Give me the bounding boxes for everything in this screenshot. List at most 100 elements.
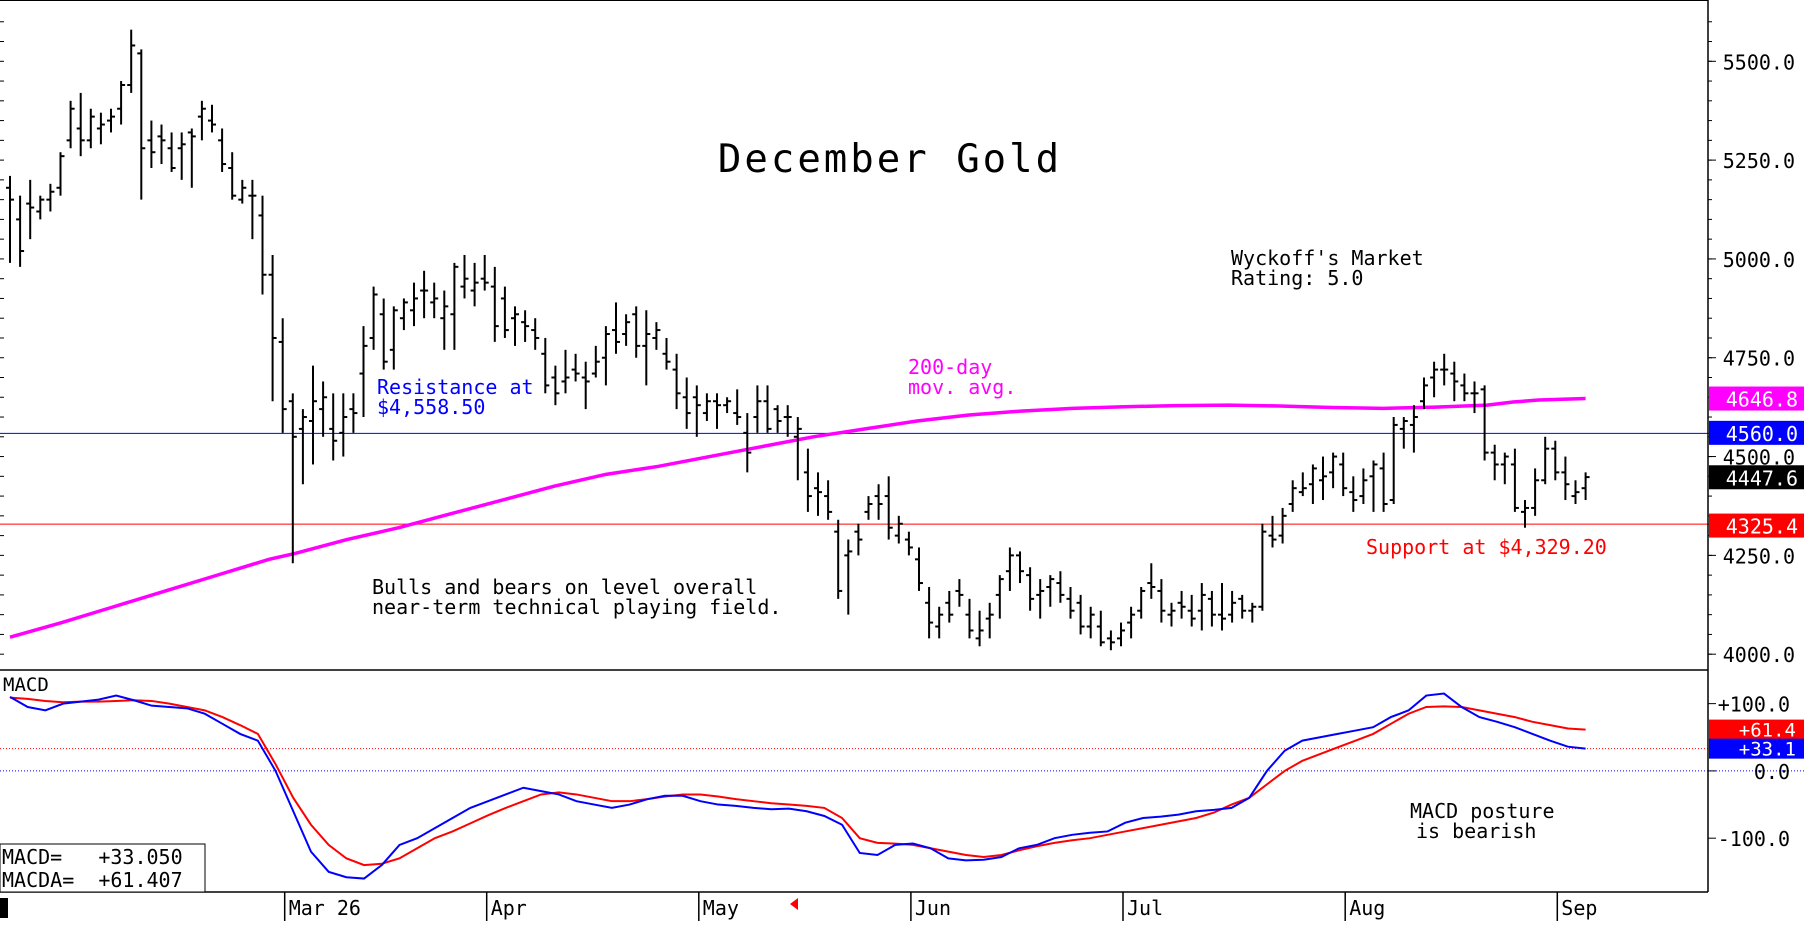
price-bar [1197, 583, 1206, 631]
price-tag-label: 4646.8 [1726, 388, 1798, 412]
price-bar [561, 349, 570, 394]
price-bar [1379, 452, 1388, 512]
price-bar [1066, 586, 1075, 619]
level-lines-layer [0, 432, 1804, 525]
price-bar [440, 290, 449, 350]
price-bar [329, 393, 338, 461]
commentary-line-2: near-term technical playing field. [372, 595, 781, 619]
price-bar [864, 496, 873, 520]
price-bar [1349, 476, 1358, 512]
price-bar [1581, 472, 1590, 501]
price-bar [1490, 444, 1499, 481]
price-bar [1541, 436, 1550, 485]
price-bar [1480, 385, 1489, 461]
y-tick-label: 4250.0 [1723, 544, 1795, 568]
price-bar [1470, 381, 1479, 414]
price-bar [399, 298, 408, 331]
price-bar [894, 515, 903, 544]
macd-y-tick-label: 0.0 [1754, 760, 1790, 784]
x-axis-start-marker [0, 898, 8, 918]
price-bar [1147, 563, 1156, 599]
price-bar [1339, 452, 1348, 497]
price-tag-label: 4447.6 [1726, 466, 1798, 490]
price-bar [258, 195, 267, 295]
price-bar [1026, 567, 1035, 611]
price-bar [167, 132, 176, 172]
price-bar [349, 393, 358, 433]
price-bar [1521, 500, 1529, 528]
price-bar [591, 345, 600, 378]
price-bar [1157, 579, 1166, 623]
ma-label-line-1: 200-day [908, 355, 992, 379]
price-bar [147, 120, 156, 169]
resistance-label-line-1: Resistance at [377, 375, 534, 399]
price-bar [197, 100, 206, 141]
scroll-left-arrow-icon[interactable] [790, 898, 798, 910]
price-bar [157, 124, 166, 165]
macd-readout-line-2: MACDA= +61.407 [2, 868, 183, 892]
price-bar [612, 302, 620, 354]
price-bar [1076, 594, 1085, 635]
price-bar [208, 104, 216, 133]
price-bar [470, 262, 479, 307]
price-bar [389, 306, 398, 370]
ma-label-line-2: mov. avg. [908, 375, 1016, 399]
price-bar [834, 519, 843, 599]
price-tag-box [1709, 420, 1804, 445]
price-bar [733, 389, 742, 425]
price-bar [359, 326, 368, 418]
price-bar [642, 310, 651, 386]
price-bar [521, 310, 530, 342]
price-bar [652, 322, 661, 350]
rating-line-1: Wyckoff's Market [1231, 246, 1424, 270]
price-bar [26, 179, 35, 240]
x-tick-label: Mar 26 [289, 896, 361, 920]
price-bar [248, 179, 257, 240]
price-bar [743, 413, 752, 473]
macd-tag-box [1709, 719, 1804, 740]
price-bar [824, 480, 833, 520]
price-bar [955, 579, 964, 607]
macda-line [9, 696, 1586, 867]
price-bar [854, 523, 863, 556]
price-bar [218, 128, 227, 172]
price-bar [1106, 630, 1115, 651]
x-tick-label: May [703, 896, 739, 920]
x-tick-label: Jun [915, 896, 951, 920]
price-bar [1399, 417, 1408, 449]
price-bar [531, 318, 540, 350]
price-bar [500, 286, 509, 338]
price-bar [1167, 602, 1176, 627]
price-bar [86, 108, 95, 149]
price-bar [662, 337, 671, 370]
rating-line-2: Rating: 5.0 [1231, 266, 1363, 290]
price-bar [127, 29, 136, 93]
price-bar [1409, 405, 1418, 453]
price-tag-box [1709, 513, 1804, 538]
price-bar [177, 132, 186, 180]
macd-layer [0, 692, 1804, 880]
price-bar [793, 417, 802, 481]
y-tick-label: 4000.0 [1723, 643, 1795, 667]
price-bars-layer [6, 29, 1590, 651]
price-bar [1127, 606, 1136, 639]
price-bar [420, 270, 429, 319]
price-bar [632, 306, 641, 358]
price-bar [803, 448, 812, 512]
price-bar [278, 318, 287, 433]
price-bar [107, 108, 115, 133]
price-tag-label: 4325.4 [1726, 515, 1798, 539]
price-bar [1117, 622, 1125, 647]
price-bar [1258, 523, 1267, 611]
price-bar [551, 365, 560, 406]
x-tick-label: Aug [1349, 896, 1385, 920]
macd-panel-label: MACD [3, 674, 49, 696]
price-bar [753, 385, 762, 433]
price-bar [1319, 456, 1327, 501]
price-bar [1177, 590, 1186, 619]
price-bar [319, 381, 328, 437]
price-bar [975, 610, 984, 647]
price-bar [36, 195, 45, 220]
price-bar [1561, 456, 1570, 501]
